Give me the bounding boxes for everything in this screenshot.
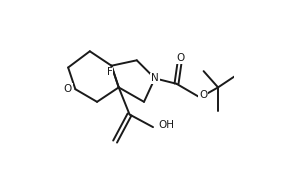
Text: OH: OH <box>158 120 175 130</box>
Text: F: F <box>107 68 112 78</box>
Text: O: O <box>199 90 207 100</box>
Text: O: O <box>176 53 184 63</box>
Text: N: N <box>151 73 159 83</box>
Text: O: O <box>64 84 72 94</box>
